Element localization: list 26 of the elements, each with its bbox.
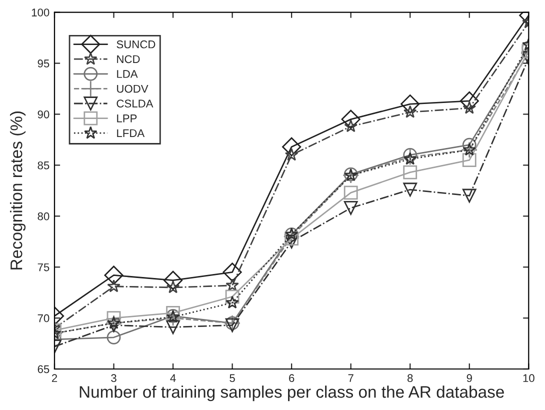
y-tick-label: 65 bbox=[38, 365, 50, 374]
legend-label: LFDA bbox=[117, 129, 145, 137]
legend-label: NCD bbox=[117, 55, 140, 64]
y-tick-label: 85 bbox=[38, 161, 50, 170]
y-tick-label: 95 bbox=[38, 60, 50, 68]
y-tick-label: 80 bbox=[38, 212, 50, 220]
legend-label: CSLDA bbox=[116, 100, 154, 108]
legend-label: SUNCD bbox=[116, 40, 156, 48]
y-tick-label: 90 bbox=[38, 110, 50, 118]
x-tick-label: 8 bbox=[408, 374, 413, 382]
x-tick-label: 2 bbox=[52, 374, 58, 382]
x-tick-label: 6 bbox=[289, 374, 294, 382]
x-tick-label: 5 bbox=[230, 374, 235, 382]
y-tick-label: 75 bbox=[38, 263, 50, 272]
y-axis-title: Recognition rates (%) bbox=[10, 112, 26, 270]
y-tick-label: 70 bbox=[38, 314, 50, 322]
x-tick-label: 4 bbox=[170, 374, 176, 382]
x-tick-label: 9 bbox=[466, 374, 472, 382]
x-tick-label: 10 bbox=[523, 374, 534, 382]
x-tick-label: 3 bbox=[111, 374, 116, 382]
x-tick-label: 7 bbox=[348, 374, 354, 382]
legend-label: LPP bbox=[117, 114, 137, 122]
y-tick-label: 100 bbox=[32, 8, 50, 16]
legend-label: UODV bbox=[117, 84, 148, 93]
x-axis-title: Number of training samples per class on the AR database bbox=[80, 386, 504, 402]
legend-label: LDA bbox=[117, 70, 138, 78]
